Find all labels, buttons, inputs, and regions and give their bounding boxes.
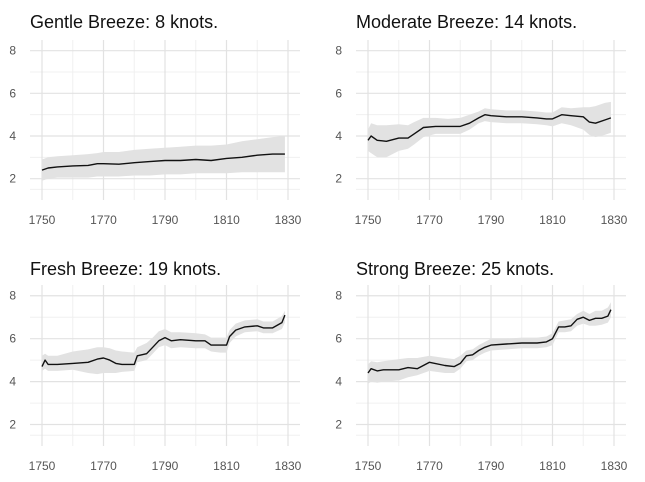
fresh-y-tick-label: 6 bbox=[9, 332, 16, 346]
fresh-y-tick-label: 4 bbox=[9, 375, 16, 389]
gentle-x-tick-label: 1830 bbox=[275, 213, 302, 227]
gentle-y-tick-label: 8 bbox=[9, 44, 16, 58]
moderate-uncertainty-band bbox=[368, 101, 611, 158]
gentle-y-tick-label: 2 bbox=[9, 172, 16, 186]
fresh-x-tick-label: 1770 bbox=[90, 459, 117, 473]
strong-series-line bbox=[367, 309, 612, 374]
fresh-series-line bbox=[41, 314, 286, 367]
panel-title-gentle: Gentle Breeze: 8 knots. bbox=[30, 12, 219, 32]
moderate-x-tick-label: 1810 bbox=[539, 213, 566, 227]
moderate-y-tick-label: 4 bbox=[335, 129, 342, 143]
moderate-x-tick-label: 1770 bbox=[416, 213, 443, 227]
moderate-series-line bbox=[367, 113, 612, 143]
gentle-x-tick-label: 1770 bbox=[90, 213, 117, 227]
strong-y-tick-label: 4 bbox=[335, 375, 342, 389]
gentle-y-tick-label: 4 bbox=[9, 129, 16, 143]
fresh-uncertainty-band bbox=[42, 310, 285, 375]
panel-title-strong: Strong Breeze: 25 knots. bbox=[356, 259, 555, 279]
moderate-y-tick-label: 2 bbox=[335, 172, 342, 186]
gentle-x-tick-label: 1790 bbox=[152, 213, 179, 227]
strong-x-tick-label: 1770 bbox=[416, 459, 443, 473]
fresh-y-tick-label: 8 bbox=[9, 289, 16, 303]
gentle-series-line bbox=[41, 153, 285, 171]
fresh-x-tick-label: 1830 bbox=[275, 459, 302, 473]
fresh-x-tick-label: 1790 bbox=[152, 459, 179, 473]
gentle-x-tick-label: 1750 bbox=[29, 213, 56, 227]
strong-y-tick-label: 6 bbox=[335, 332, 342, 346]
strong-x-tick-label: 1830 bbox=[601, 459, 628, 473]
fresh-y-tick-label: 2 bbox=[9, 418, 16, 432]
moderate-x-tick-label: 1750 bbox=[355, 213, 382, 227]
fresh-x-tick-label: 1750 bbox=[29, 459, 56, 473]
moderate-y-tick-label: 6 bbox=[335, 86, 342, 100]
strong-x-tick-label: 1750 bbox=[355, 459, 382, 473]
strong-y-tick-label: 8 bbox=[335, 289, 342, 303]
gentle-x-tick-label: 1810 bbox=[213, 213, 240, 227]
strong-uncertainty-band bbox=[368, 302, 611, 384]
strong-x-tick-label: 1790 bbox=[478, 459, 505, 473]
panel-title-moderate: Moderate Breeze: 14 knots. bbox=[356, 12, 578, 32]
moderate-y-tick-label: 8 bbox=[335, 44, 342, 58]
gentle-y-tick-label: 6 bbox=[9, 86, 16, 100]
gentle-uncertainty-band bbox=[42, 136, 285, 181]
strong-y-tick-label: 2 bbox=[335, 418, 342, 432]
strong-x-tick-label: 1810 bbox=[539, 459, 566, 473]
moderate-x-tick-label: 1790 bbox=[478, 213, 505, 227]
moderate-x-tick-label: 1830 bbox=[601, 213, 628, 227]
fresh-x-tick-label: 1810 bbox=[213, 459, 240, 473]
panel-title-fresh: Fresh Breeze: 19 knots. bbox=[30, 259, 222, 279]
